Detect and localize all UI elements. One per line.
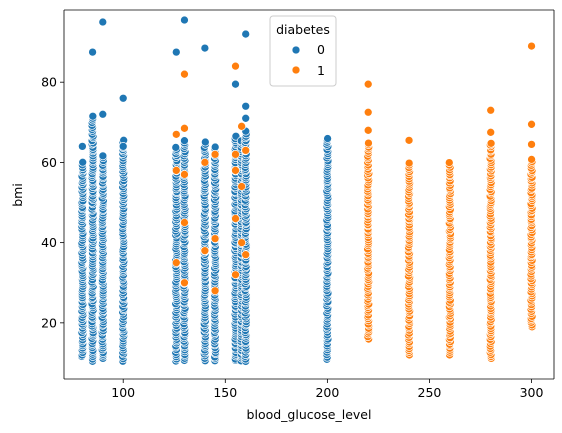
data-point-diabetes-1-1687 <box>241 146 251 155</box>
data-point-diabetes-0-693 <box>200 137 210 147</box>
data-point-diabetes-0-1204 <box>98 17 108 27</box>
data-point-diabetes-1-1680 <box>231 150 240 159</box>
data-point-diabetes-1-1665 <box>527 140 536 149</box>
x-tick-label: 200 <box>315 385 339 400</box>
y-tick-label: 40 <box>41 235 57 250</box>
data-point-diabetes-1-1480 <box>444 158 454 167</box>
legend-marker-1 <box>291 65 301 75</box>
data-point-diabetes-1-1663 <box>527 41 536 51</box>
data-point-diabetes-1-1686 <box>237 238 246 247</box>
data-point-diabetes-1-1677 <box>210 234 220 243</box>
data-point-diabetes-1-1673 <box>171 258 181 268</box>
data-point-diabetes-0-492 <box>171 143 181 152</box>
data-point-diabetes-0-1201 <box>323 134 332 143</box>
x-tick-label: 300 <box>520 385 544 400</box>
data-point-diabetes-0-1202 <box>78 142 87 151</box>
data-point-diabetes-1-1658 <box>363 107 373 117</box>
data-point-diabetes-0-1207 <box>118 142 128 151</box>
data-point-diabetes-0-1205 <box>98 109 108 119</box>
data-point-diabetes-1-1678 <box>210 286 220 296</box>
data-point-diabetes-0-1213 <box>241 101 251 111</box>
legend-label-0: 0 <box>317 42 325 57</box>
y-tick-label: 60 <box>41 155 57 170</box>
data-point-diabetes-1-1684 <box>237 121 246 131</box>
x-tick-label: 250 <box>418 385 442 400</box>
data-point-diabetes-1-1661 <box>486 105 496 115</box>
data-point-diabetes-1-1675 <box>200 246 210 255</box>
data-point-diabetes-1-1681 <box>231 166 240 175</box>
data-point-diabetes-1-1676 <box>210 150 220 159</box>
legend-marker-0 <box>291 45 301 55</box>
data-point-diabetes-1-1688 <box>241 250 251 260</box>
plot-frame <box>63 9 555 380</box>
y-axis-label: bmi <box>10 183 25 207</box>
data-point-diabetes-1-1579 <box>486 139 496 148</box>
points-layer <box>77 15 537 366</box>
data-point-diabetes-1-1304 <box>364 138 373 148</box>
data-point-diabetes-1-1669 <box>180 218 189 227</box>
data-point-diabetes-1-1392 <box>404 158 414 168</box>
data-point-diabetes-0-1203 <box>88 47 97 57</box>
legend: diabetes 0 1 <box>269 15 337 87</box>
data-point-diabetes-1-1660 <box>404 136 414 145</box>
data-point-diabetes-0-1211 <box>231 79 240 89</box>
data-point-diabetes-1-1670 <box>180 278 189 288</box>
data-point-diabetes-1-1682 <box>231 214 240 223</box>
data-point-diabetes-1-1668 <box>180 170 189 179</box>
data-point-diabetes-0-200 <box>88 111 98 121</box>
data-point-diabetes-1-1659 <box>363 125 373 135</box>
legend-box <box>269 15 337 87</box>
data-point-diabetes-0-1209 <box>180 15 189 25</box>
data-point-diabetes-1-1666 <box>180 69 189 79</box>
legend-title: diabetes <box>276 22 330 37</box>
x-ticks: 100 150 200 250 300 <box>111 379 544 400</box>
data-point-diabetes-0-1212 <box>241 29 251 39</box>
y-tick-label: 20 <box>41 315 57 330</box>
data-point-diabetes-1-1672 <box>171 166 181 175</box>
x-axis-label: blood_glucose_level <box>247 407 372 422</box>
data-point-diabetes-1-1667 <box>180 123 189 133</box>
data-point-diabetes-0-791 <box>210 142 220 152</box>
data-point-diabetes-1-1685 <box>237 182 246 191</box>
data-point-diabetes-1-1679 <box>231 61 240 71</box>
data-point-diabetes-1-1656 <box>527 155 536 164</box>
data-point-diabetes-0-88 <box>78 157 88 167</box>
data-point-diabetes-1-1683 <box>231 270 240 280</box>
data-point-diabetes-1-1662 <box>486 127 496 137</box>
data-point-diabetes-0-593 <box>180 136 189 146</box>
x-tick-label: 150 <box>213 385 237 400</box>
data-point-diabetes-0-1206 <box>118 93 128 103</box>
y-ticks: 20 40 60 80 <box>41 75 64 330</box>
y-tick-label: 80 <box>41 75 57 90</box>
data-point-diabetes-1-1671 <box>171 129 181 139</box>
legend-label-1: 1 <box>317 63 325 78</box>
data-point-diabetes-1-1657 <box>363 79 373 89</box>
data-point-diabetes-0-1208 <box>171 47 181 57</box>
data-point-diabetes-1-1664 <box>527 119 536 129</box>
x-tick-label: 100 <box>111 385 135 400</box>
data-point-diabetes-1-1674 <box>200 158 210 167</box>
data-point-diabetes-0-1210 <box>200 43 210 53</box>
data-point-diabetes-0-1214 <box>241 113 251 123</box>
data-point-diabetes-0-293 <box>98 151 108 161</box>
